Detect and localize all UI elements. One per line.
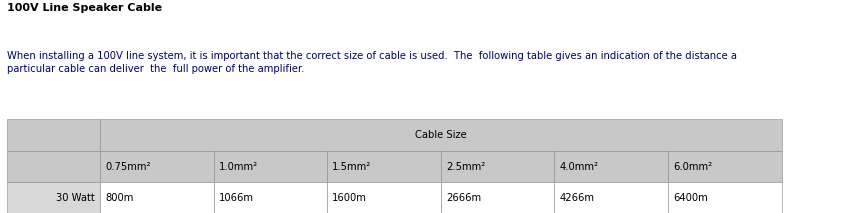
Text: 6400m: 6400m xyxy=(673,193,708,203)
Bar xyxy=(668,151,782,182)
Bar xyxy=(441,151,554,182)
Bar xyxy=(327,151,441,182)
Text: 1.0mm²: 1.0mm² xyxy=(219,162,257,171)
Text: 1066m: 1066m xyxy=(219,193,254,203)
Text: 6.0mm²: 6.0mm² xyxy=(673,162,712,171)
Bar xyxy=(554,182,668,213)
Bar xyxy=(100,151,214,182)
Bar xyxy=(554,151,668,182)
Bar xyxy=(7,119,100,151)
Bar xyxy=(327,182,441,213)
Bar xyxy=(668,182,782,213)
Text: 800m: 800m xyxy=(105,193,133,203)
Bar xyxy=(7,182,100,213)
Bar xyxy=(7,151,100,182)
Text: 4.0mm²: 4.0mm² xyxy=(560,162,598,171)
Text: When installing a 100V line system, it is important that the correct size of cab: When installing a 100V line system, it i… xyxy=(7,51,737,74)
Text: 4266m: 4266m xyxy=(560,193,595,203)
Text: 0.75mm²: 0.75mm² xyxy=(105,162,151,171)
Text: 1.5mm²: 1.5mm² xyxy=(332,162,372,171)
Text: 2666m: 2666m xyxy=(446,193,481,203)
Bar xyxy=(214,182,327,213)
Bar xyxy=(100,119,782,151)
Text: 30 Watt: 30 Watt xyxy=(56,193,95,203)
Text: 2.5mm²: 2.5mm² xyxy=(446,162,486,171)
Text: Cable Size: Cable Size xyxy=(415,130,467,140)
Text: 1600m: 1600m xyxy=(332,193,368,203)
Bar xyxy=(441,182,554,213)
Bar xyxy=(214,151,327,182)
Bar xyxy=(100,182,214,213)
Text: 100V Line Speaker Cable: 100V Line Speaker Cable xyxy=(7,3,162,13)
